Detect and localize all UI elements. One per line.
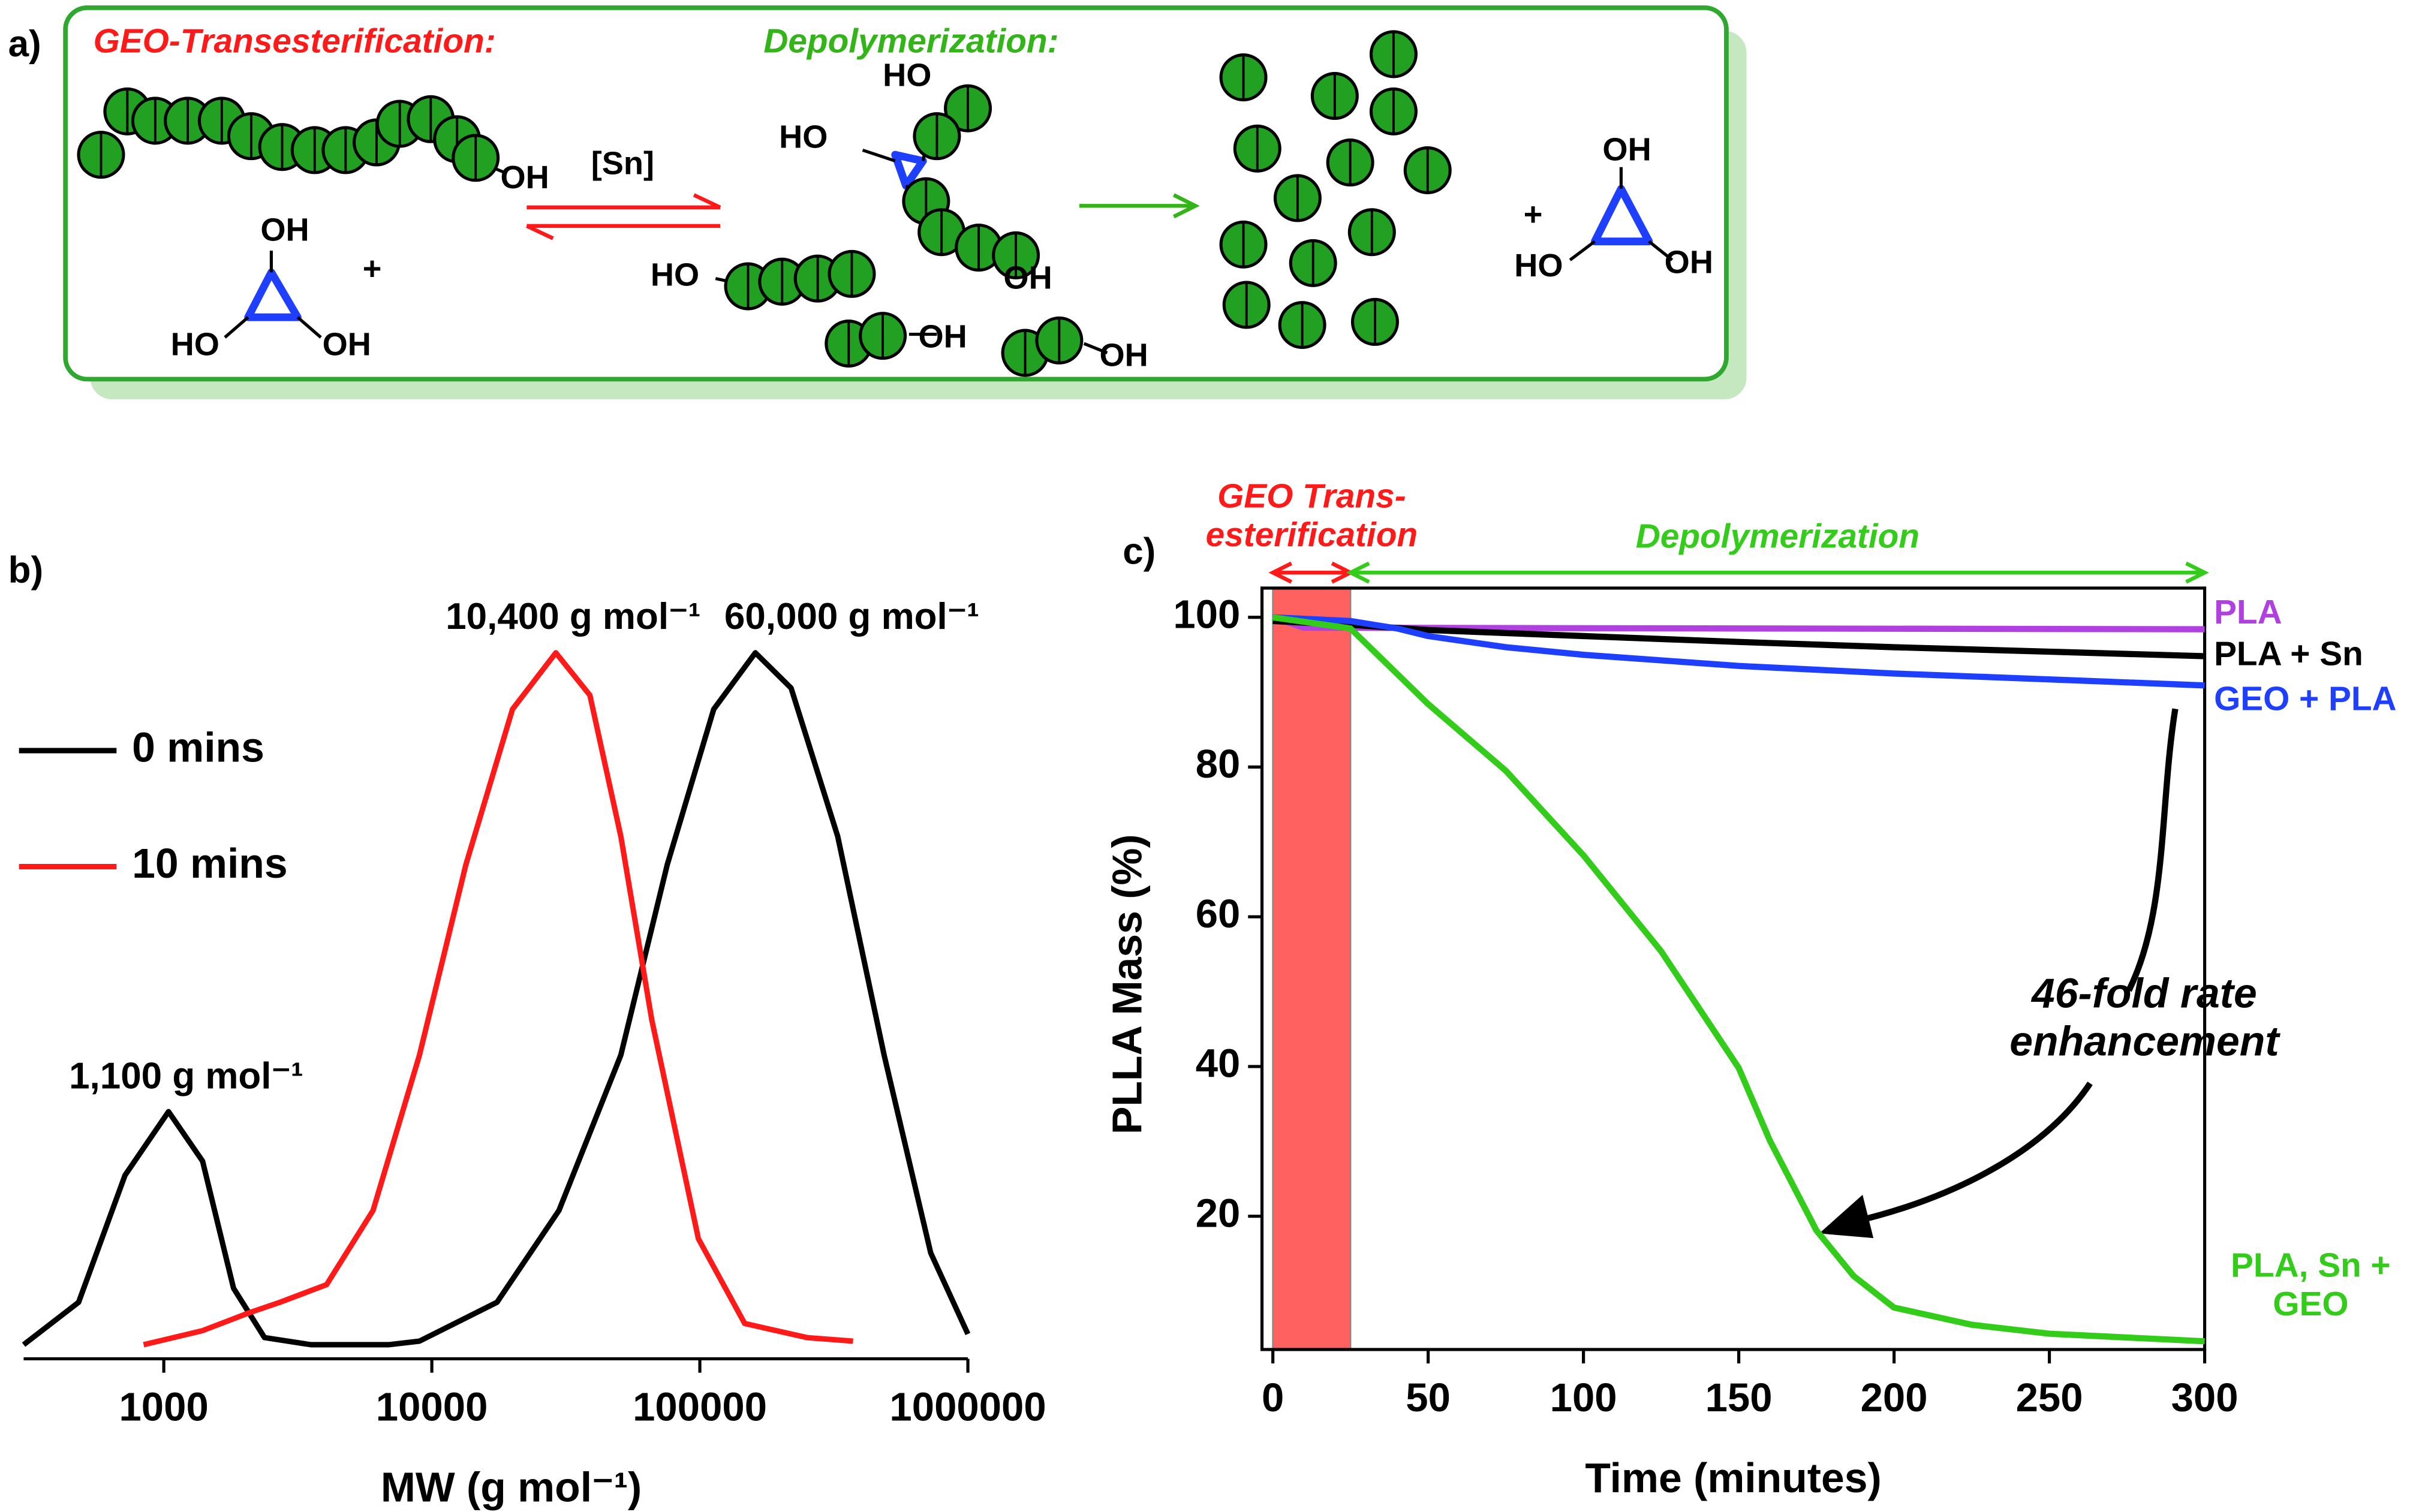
x-tick-label: 0 [1262,1375,1284,1420]
glycerol-triangles [244,150,1653,321]
y-tick-label: 80 [1196,742,1241,787]
annotation: 10,400 g mol⁻¹ [446,596,700,637]
panel-label: b) [8,549,43,591]
hydroxyl: OH [1602,131,1651,167]
phase-arrow [1346,561,2209,584]
hydroxyl: OH [500,159,549,195]
x-tick-label: 10000 [376,1384,488,1429]
x-axis-label: MW (g mol⁻¹) [381,1463,642,1510]
hydroxyl: HO [883,57,931,93]
annotation: 60,000 g mol⁻¹ [724,596,979,637]
plus-sign: + [1524,197,1543,233]
catalyst-label: [Sn] [591,146,654,182]
plot-frame [1260,586,2207,1351]
x-tick-label: 200 [1861,1375,1928,1420]
x-tick-label: 250 [2016,1375,2083,1420]
series-label: PLA, Sn + GEO [2231,1246,2391,1324]
hydroxyl: HO [779,119,828,155]
series-label-box: PLA, Sn + GEO [2231,1246,2391,1324]
phase-region [1272,587,1352,1351]
hydroxyl: HO [171,327,219,363]
series-line [22,650,971,1348]
annotation-box: 46-fold rate enhancement [2009,970,2279,1065]
hydroxyl: OH [918,319,967,355]
legend-label: 0 mins [132,724,264,770]
step-label: GEO-Transesterification: [94,22,496,60]
phase-label: GEO Trans-esterification [1205,477,1418,555]
hydroxyl: HO [1514,248,1563,284]
x-tick-label: 1000000 [889,1384,1046,1429]
series-line [1272,614,2205,689]
schematic: a) GEO-Transesterification: Depolymeriza… [8,5,1747,399]
series-label: PLA + Sn [2214,635,2363,673]
annotation: 1,100 g mol⁻¹ [69,1056,303,1097]
hydroxyl: OH [1099,338,1148,374]
polymer-units [77,30,1452,377]
y-tick-label: 60 [1196,891,1241,936]
series-line [143,650,853,1348]
series-label: PLA [2214,594,2282,631]
panel-label: c) [1123,531,1156,572]
step-label: Depolymerization: [763,22,1058,60]
x-axis-label: Time (minutes) [1585,1454,1881,1501]
hydroxyl: HO [651,257,699,293]
equilibrium-arrows [525,193,721,240]
x-tick-label: 1000 [119,1384,208,1429]
series-label: GEO + PLA [2214,680,2396,718]
plus-sign: + [363,251,382,287]
series-line [1272,614,2205,1345]
annotation-arrow [1849,708,2179,1226]
y-tick-label: 100 [1173,592,1240,637]
hydroxyl: OH [323,327,371,363]
arrow-head [1819,1194,1874,1239]
x-tick-label: 150 [1705,1375,1773,1420]
phase-label-box: GEO Trans-esterification [1205,477,1418,555]
legend-label: 10 mins [132,840,288,887]
phase-label: Depolymerization [1636,517,1919,555]
x-tick-label: 300 [2171,1375,2239,1420]
panel-label: a) [8,23,41,65]
x-tick-label: 50 [1406,1375,1451,1420]
annotation: 46-fold rate enhancement [2009,970,2279,1065]
x-tick-label: 100000 [633,1384,767,1429]
x-tick-label: 100 [1550,1375,1617,1420]
y-tick-label: 40 [1196,1041,1241,1086]
y-axis-label: PLLA Mass (%) [1104,834,1151,1134]
y-tick-label: 20 [1196,1191,1241,1236]
hydroxyl: OH [1003,260,1052,296]
hydroxyl: OH [1665,245,1713,281]
hydroxyl: OH [260,212,309,248]
reaction-arrow [1079,193,1200,219]
